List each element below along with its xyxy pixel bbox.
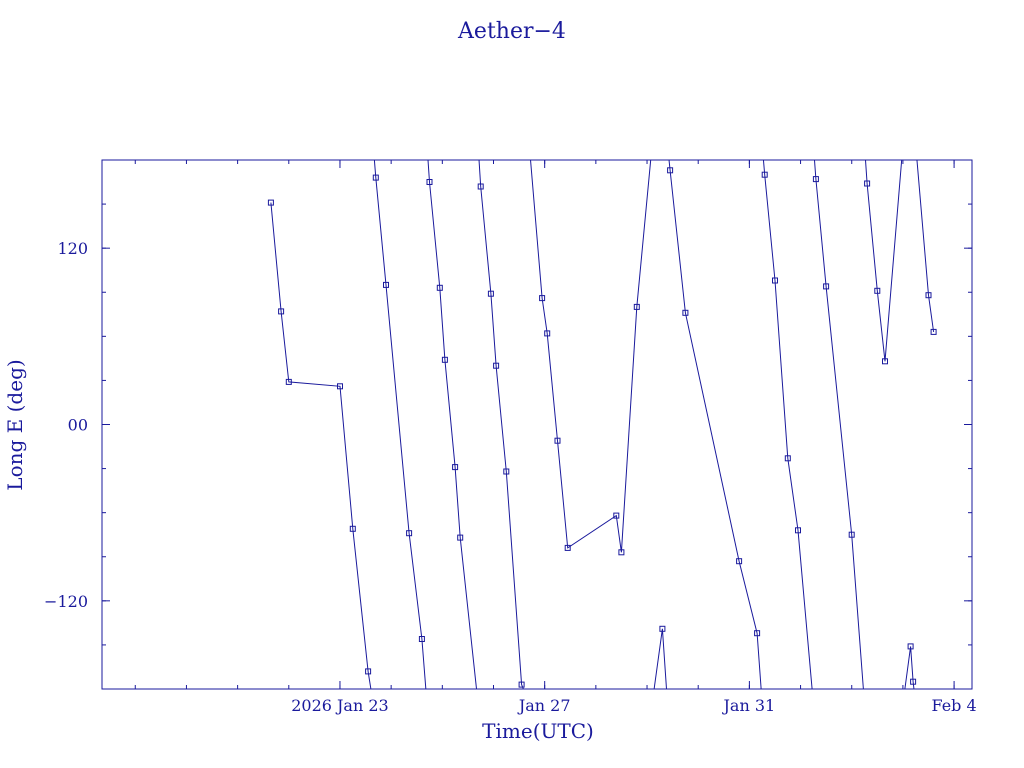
data-point (441, 356, 448, 363)
y-axis-label: Long E (deg) (3, 359, 27, 490)
x-tick-label: Feb 4 (931, 696, 976, 715)
series-segment (478, 160, 524, 689)
data-point (761, 171, 768, 178)
data-point (613, 512, 620, 519)
data-point (633, 303, 640, 310)
data-point (383, 281, 389, 288)
tick-labels: 2026 Jan 23 Jan 27 Jan 31 Feb 4 120 00 −120 (44, 239, 977, 715)
data-markers (267, 167, 937, 688)
x-tick-label: Jan 27 (517, 696, 571, 715)
data-point (564, 544, 571, 551)
x-tick-label: 2026 Jan 23 (291, 696, 389, 715)
y-tick-label: 00 (68, 416, 88, 435)
data-point (754, 630, 761, 637)
series-segment (270, 202, 372, 689)
series-segment (864, 160, 903, 362)
data-point (784, 455, 791, 462)
data-point (372, 174, 379, 181)
data-point (406, 530, 413, 537)
data-point (682, 309, 689, 316)
data-point (554, 437, 561, 444)
data-point (848, 531, 855, 538)
data-point (772, 277, 778, 284)
data-point (477, 183, 484, 190)
data-point (493, 362, 500, 369)
data-point (659, 625, 666, 632)
data-point (365, 668, 372, 675)
data-point (882, 358, 888, 365)
data-point (864, 180, 871, 187)
series-segment (373, 160, 427, 689)
data-point (812, 176, 819, 183)
data-point (426, 179, 433, 185)
data-point (736, 558, 743, 565)
plot-frame (101, 159, 973, 690)
data-point (544, 330, 551, 337)
axis-ticks (102, 160, 972, 689)
data-point (618, 549, 625, 556)
data-point (436, 284, 443, 291)
data-point (418, 636, 425, 642)
data-point (457, 534, 464, 541)
chart-title: Aether−4 (457, 19, 566, 44)
data-point (874, 287, 881, 294)
y-tick-label: −120 (44, 592, 88, 611)
data-point (930, 328, 937, 335)
series-segment (762, 160, 813, 689)
data-point (285, 378, 292, 385)
y-tick-label: 120 (57, 239, 88, 258)
data-point (518, 681, 525, 688)
longitude-series (270, 160, 935, 689)
data-point (539, 295, 546, 302)
data-point (452, 464, 459, 471)
data-point (487, 290, 494, 297)
data-point (925, 292, 932, 299)
x-axis-label: Time(UTC) (482, 719, 594, 743)
data-point (910, 678, 917, 685)
data-point (503, 468, 510, 475)
series-segment (916, 160, 935, 332)
data-point (823, 283, 830, 290)
series-segment (668, 160, 762, 689)
data-point (337, 383, 343, 390)
series-segment (530, 160, 652, 553)
series-segment (904, 646, 915, 689)
data-point (795, 527, 801, 534)
data-point (907, 643, 914, 650)
data-point (349, 525, 356, 532)
data-point (267, 199, 274, 206)
series-segment (653, 628, 668, 689)
series-segment (427, 160, 478, 689)
data-point (278, 308, 285, 315)
series-segment (813, 160, 864, 689)
data-point (667, 167, 674, 174)
x-tick-label: Jan 31 (722, 696, 776, 715)
